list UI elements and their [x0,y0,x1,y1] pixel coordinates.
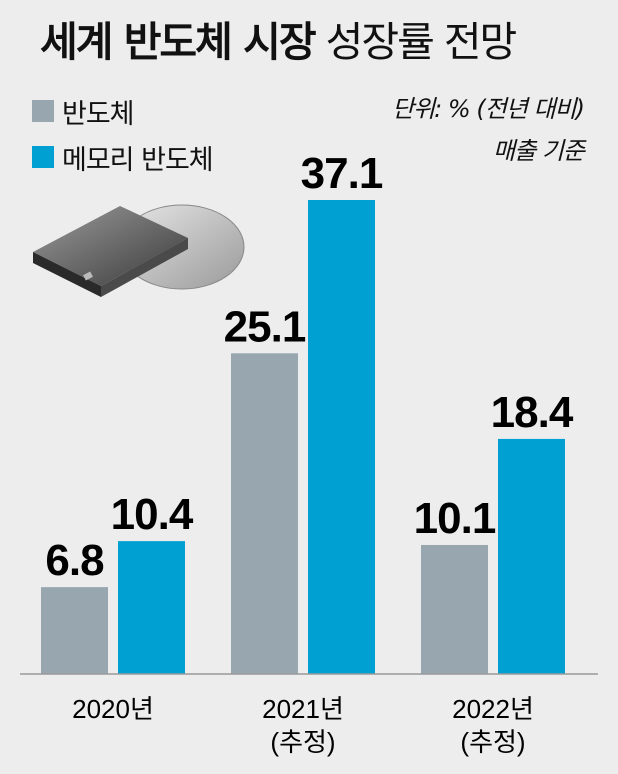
title-light: 성장률 전망 [325,18,518,66]
unit-note: 단위: % (전년 대비) 매출 기준 [392,88,585,172]
bar-semiconductor-1 [231,353,298,674]
title-bold: 세계 반도체 시장 [40,18,317,66]
bar-memory-1 [308,200,375,674]
value-label-semiconductor-0: 6.8 [45,536,104,585]
basis-line: 매출 기준 [493,137,585,165]
value-label-memory-2: 18.4 [491,388,574,437]
x-tick-label-2-0: 2022년 [452,694,534,724]
x-tick-label-0-0: 2020년 [72,694,154,724]
legend-item-semiconductor: 반도체 [32,88,213,134]
bar-memory-2 [498,438,565,674]
value-label-memory-0: 10.4 [111,490,194,539]
legend-label-semiconductor: 반도체 [62,98,135,130]
legend-item-memory: 메모리 반도체 [32,134,214,180]
unit-line: 단위: % (전년 대비) [392,95,585,123]
x-tick-label-1-1: (추정) [270,727,335,757]
legend: 반도체 메모리 반도체 [32,88,214,180]
legend-swatch-memory [32,146,54,168]
chip-wafer-icon [33,204,245,297]
bar-memory-0 [118,541,185,674]
value-label-memory-1: 37.1 [301,149,383,198]
value-label-semiconductor-1: 25.1 [224,302,306,351]
chart-title: 세계 반도체 시장 성장률 전망 [40,8,518,68]
x-tick-label-2-1: (추정) [460,727,525,757]
value-label-semiconductor-2: 10.1 [414,494,496,543]
bar-semiconductor-2 [421,544,488,674]
legend-label-memory: 메모리 반도체 [62,144,214,176]
x-tick-label-1-0: 2021년 [262,694,344,724]
legend-swatch-semiconductor [32,100,54,122]
bar-semiconductor-0 [41,587,108,674]
